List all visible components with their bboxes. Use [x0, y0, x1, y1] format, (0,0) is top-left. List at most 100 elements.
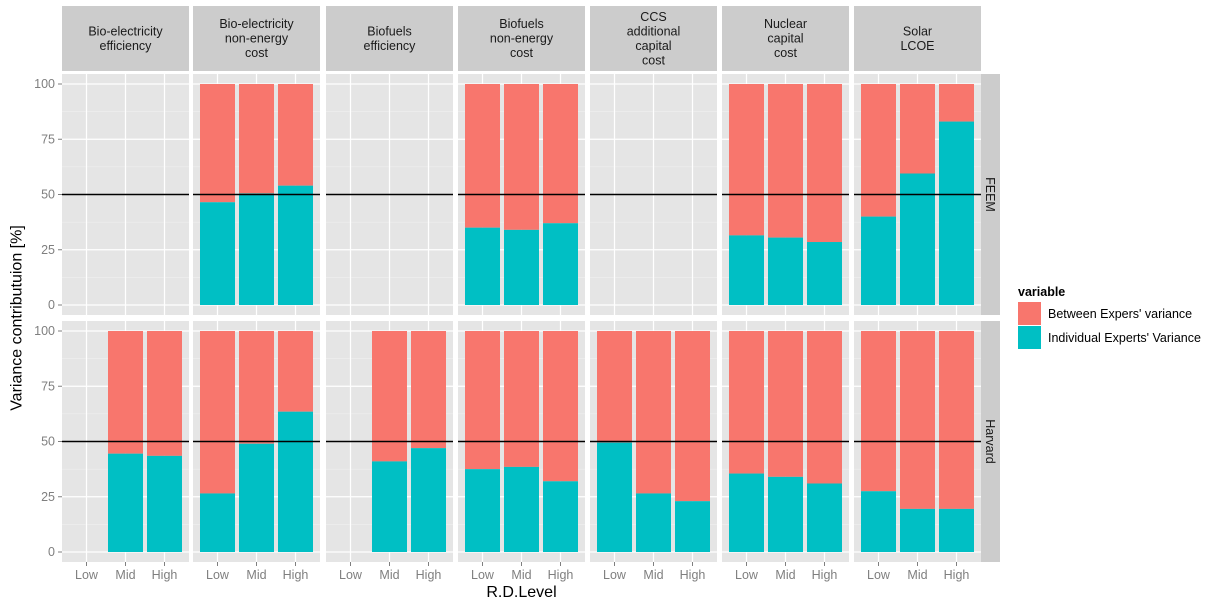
bar-individual-variance — [147, 455, 182, 552]
column-strip-label: Bio-electricity efficiency — [88, 24, 163, 53]
facet-panel — [193, 321, 320, 562]
column-strip-label: Biofuels non-energy cost — [490, 17, 554, 60]
y-tick-label: 50 — [41, 435, 55, 449]
axes: 0 25 50 75 100 0 25 50 75 100 Low Mid High Low Mid High… — [9, 77, 970, 601]
bar-individual-variance — [465, 469, 500, 552]
bar-individual-variance — [729, 235, 764, 305]
bar-individual-variance — [675, 501, 710, 552]
x-tick-label: High — [944, 568, 970, 582]
row-strip — [980, 74, 1000, 315]
bar-individual-variance — [543, 481, 578, 552]
bar-individual-variance — [861, 216, 896, 305]
y-tick-label: 50 — [41, 188, 55, 202]
bar-individual-variance — [504, 466, 539, 552]
bar-between-variance — [278, 331, 313, 412]
bar-between-variance — [465, 84, 500, 228]
bar-between-variance — [729, 84, 764, 236]
bar-between-variance — [675, 331, 710, 502]
bar-individual-variance — [239, 443, 274, 552]
bar-individual-variance — [278, 185, 313, 305]
x-tick-label: Mid — [643, 568, 663, 582]
x-tick-label: Low — [75, 568, 99, 582]
facet-panel — [62, 321, 189, 562]
x-tick-label: High — [283, 568, 309, 582]
facet-panel — [458, 321, 585, 562]
bar-between-variance — [239, 331, 274, 444]
facet-strips: Bio-electricity efficiency Bio-electricity… — [62, 6, 1000, 562]
column-strip — [193, 6, 320, 71]
y-tick-label: 25 — [41, 243, 55, 257]
column-strip — [854, 6, 981, 71]
x-axis-title: R.D.Level — [486, 584, 556, 601]
bar-between-variance — [807, 84, 842, 243]
bar-individual-variance — [939, 508, 974, 552]
x-tick-label: Mid — [775, 568, 795, 582]
bar-between-variance — [504, 84, 539, 230]
bar-between-variance — [239, 84, 274, 194]
bar-between-variance — [147, 331, 182, 456]
column-strip — [722, 6, 849, 71]
x-tick-label: Mid — [511, 568, 531, 582]
facet-panel — [854, 321, 981, 562]
x-tick-label: High — [416, 568, 442, 582]
bar-between-variance — [861, 331, 896, 492]
facet-panel — [326, 321, 453, 562]
bar-individual-variance — [543, 223, 578, 305]
bar-between-variance — [543, 331, 578, 482]
bar-between-variance — [939, 331, 974, 509]
bar-between-variance — [636, 331, 671, 494]
row-strip-label: Harvard — [983, 419, 997, 464]
y-tick-label: 100 — [34, 77, 55, 91]
bar-between-variance — [108, 331, 143, 454]
bar-between-variance — [200, 331, 235, 494]
bar-individual-variance — [807, 242, 842, 305]
y-tick-label: 25 — [41, 490, 55, 504]
x-tick-label: Low — [471, 568, 495, 582]
bar-individual-variance — [768, 476, 803, 552]
column-strip — [62, 6, 189, 71]
bar-individual-variance — [278, 411, 313, 552]
x-tick-label: High — [680, 568, 706, 582]
column-strip — [326, 6, 453, 71]
y-tick-label: 0 — [48, 298, 55, 312]
x-tick-label: Mid — [115, 568, 135, 582]
legend-title: variable — [1018, 285, 1065, 299]
bar-individual-variance — [239, 193, 274, 305]
x-tick-label: Low — [339, 568, 363, 582]
bar-individual-variance — [200, 493, 235, 552]
bar-between-variance — [372, 331, 407, 462]
facet-panels — [62, 74, 981, 562]
x-tick-label: Mid — [246, 568, 266, 582]
column-strip — [590, 6, 717, 71]
bar-individual-variance — [768, 237, 803, 305]
bar-between-variance — [543, 84, 578, 224]
bar-individual-variance — [200, 202, 235, 305]
bar-between-variance — [465, 331, 500, 470]
legend-label: Individual Experts' Variance — [1048, 331, 1201, 345]
column-strip-label: CCS additional capital cost — [627, 10, 681, 68]
column-strip — [458, 6, 585, 71]
bar-individual-variance — [636, 493, 671, 552]
facet-panel — [590, 74, 717, 315]
bar-between-variance — [597, 331, 632, 443]
x-tick-label: Low — [735, 568, 759, 582]
x-tick-label: High — [548, 568, 574, 582]
x-tick-label: Low — [867, 568, 891, 582]
bar-between-variance — [411, 331, 446, 449]
legend-swatch — [1018, 326, 1041, 349]
facet-panel — [722, 321, 849, 562]
column-strip-label: Solar LCOE — [900, 24, 934, 53]
bar-individual-variance — [900, 508, 935, 552]
y-tick-label: 0 — [48, 545, 55, 559]
facet-panel — [326, 74, 453, 315]
bar-individual-variance — [807, 483, 842, 552]
bar-individual-variance — [729, 473, 764, 552]
facet-panel — [590, 321, 717, 562]
bar-between-variance — [807, 331, 842, 484]
bar-individual-variance — [465, 227, 500, 305]
bar-individual-variance — [504, 229, 539, 305]
bar-between-variance — [861, 84, 896, 217]
bar-between-variance — [504, 331, 539, 467]
bar-individual-variance — [411, 448, 446, 552]
